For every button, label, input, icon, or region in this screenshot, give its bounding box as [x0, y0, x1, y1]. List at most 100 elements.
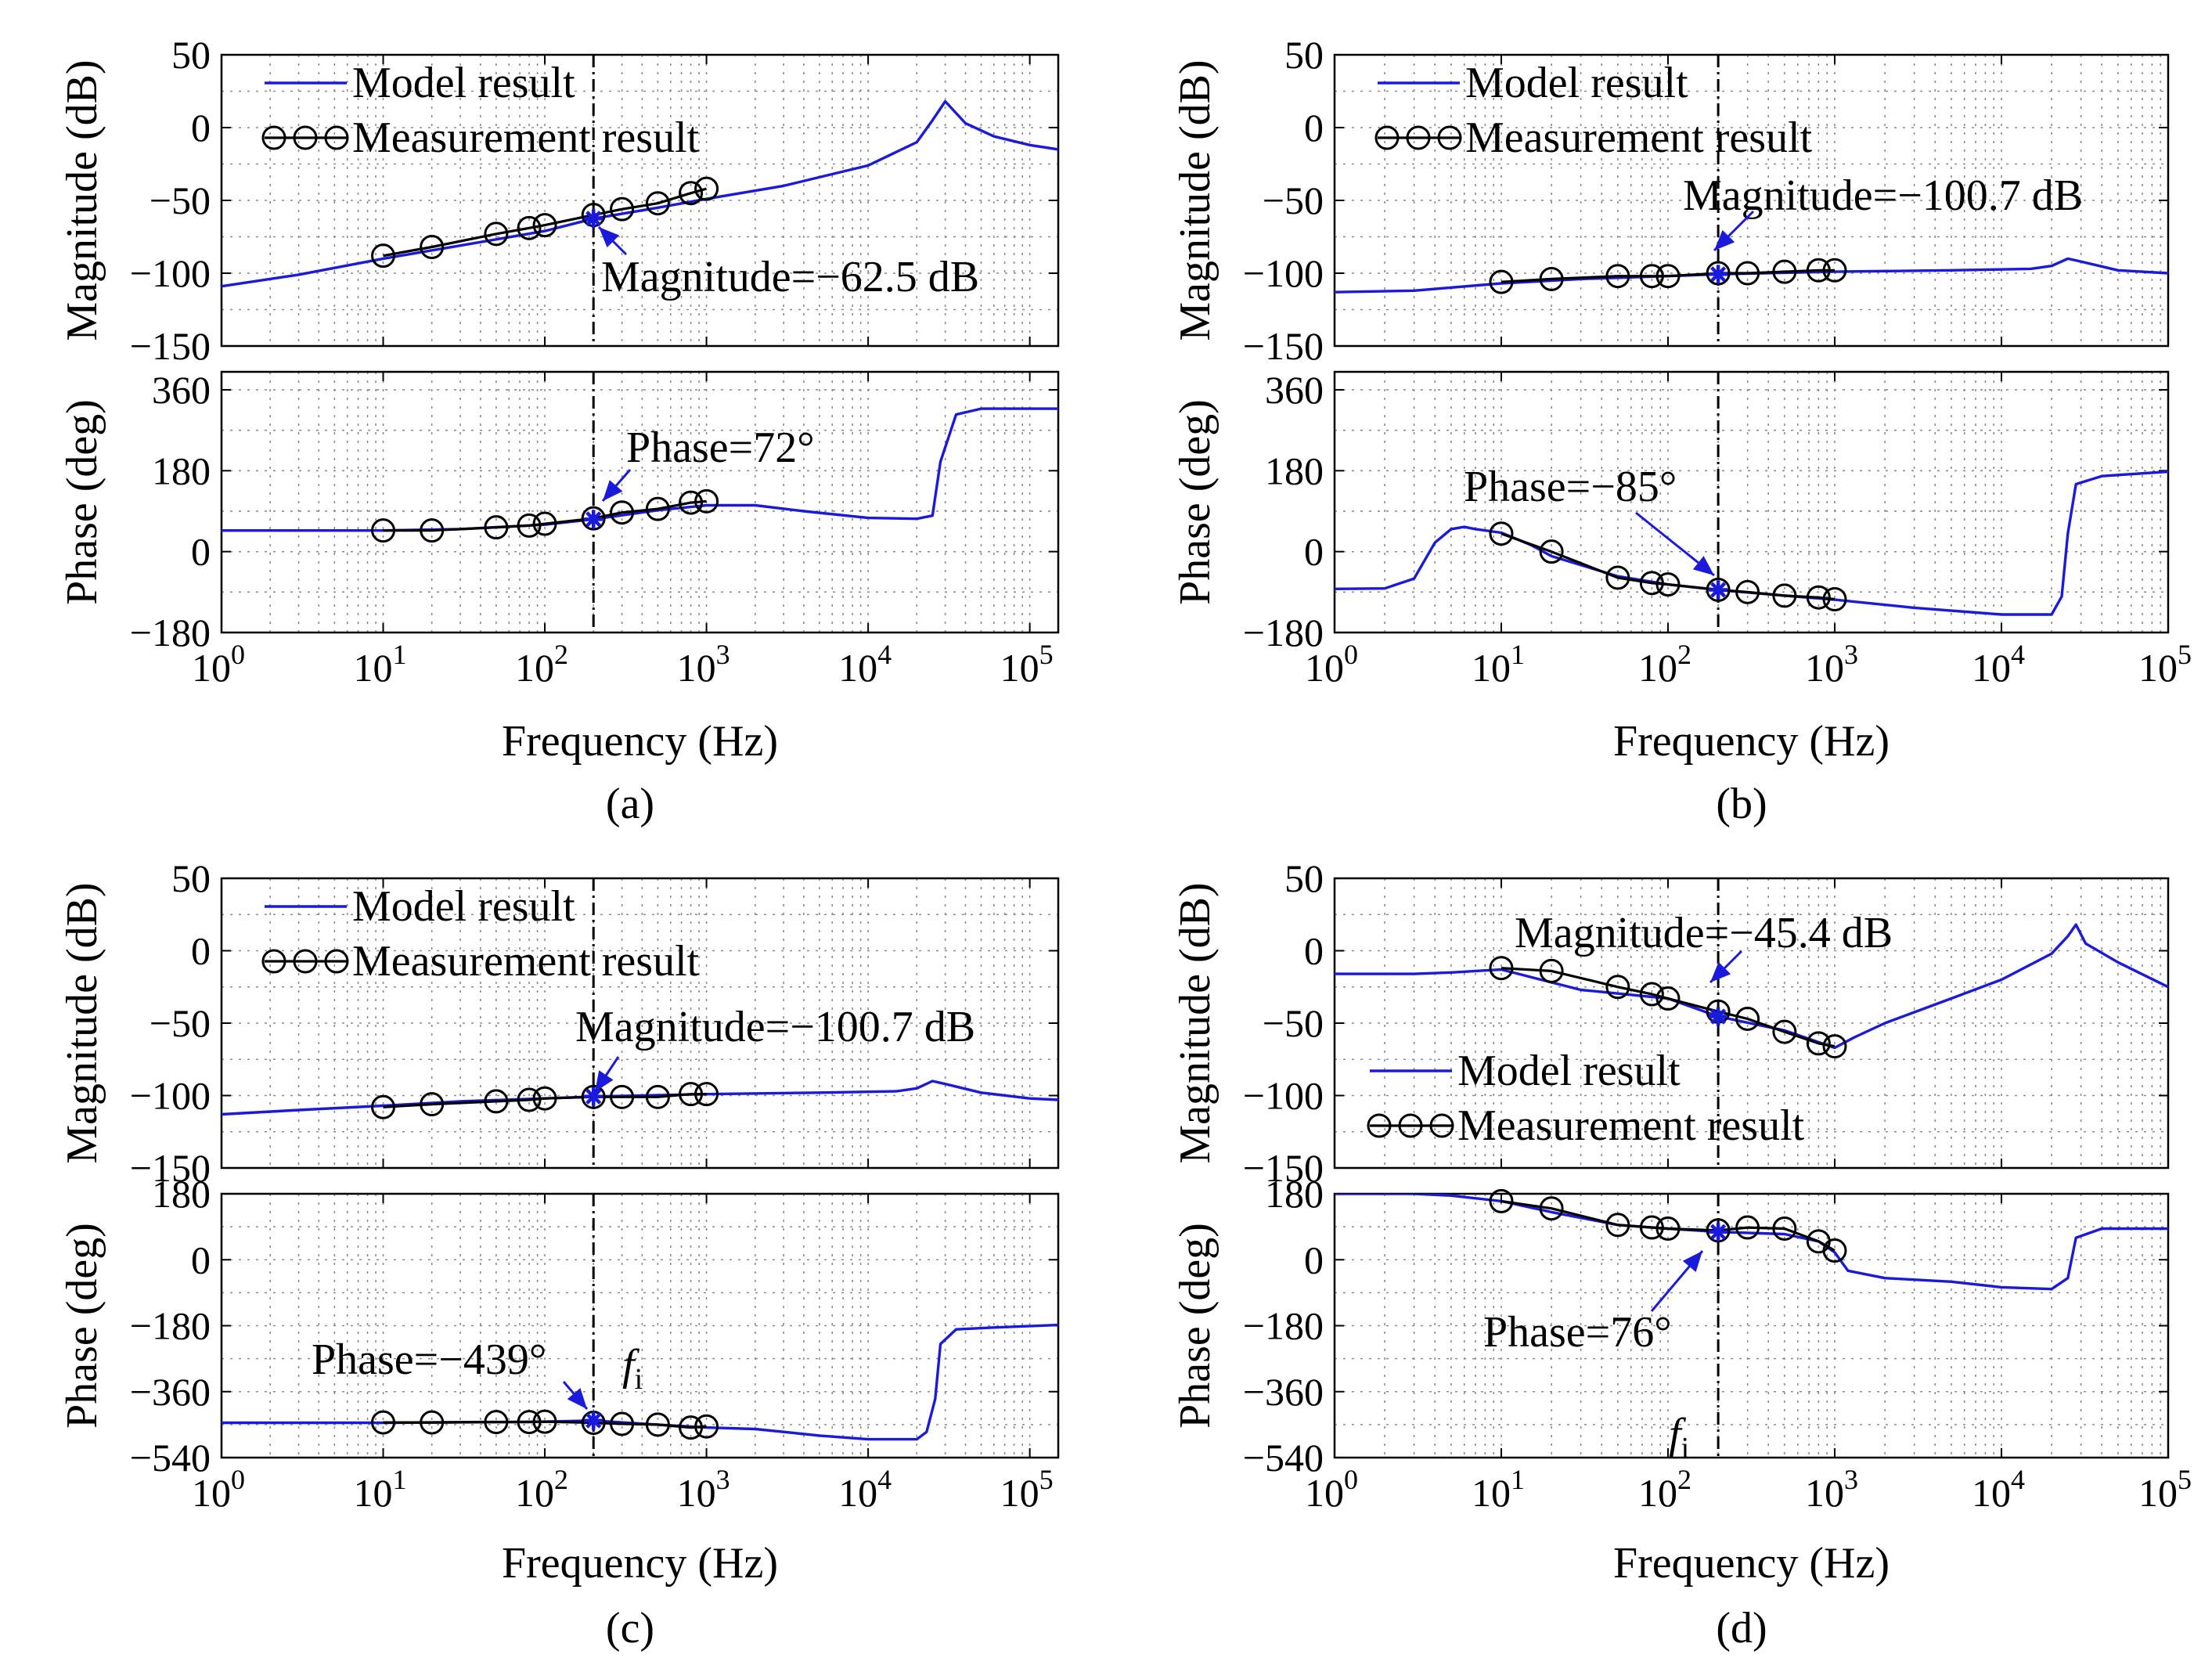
- subfigure-caption: (d): [1716, 1604, 1767, 1653]
- ytick-label: 0: [191, 530, 211, 574]
- ytick-label: 180: [1265, 1172, 1324, 1216]
- measurement-point: [1822, 1238, 1847, 1263]
- xtick-label: 103: [677, 1464, 730, 1515]
- measurement-point: [371, 1094, 396, 1119]
- xtick-base: 10: [1472, 1471, 1511, 1515]
- measurement-point: [1539, 1196, 1564, 1221]
- fi-label: fi: [1669, 1410, 1689, 1465]
- xtick-exponent: 3: [1844, 1464, 1858, 1495]
- legend-measurement-marker: [261, 125, 286, 150]
- ytick-label: 50: [171, 33, 211, 77]
- xtick-exponent: 4: [2011, 639, 2025, 670]
- measurement-result-line: [383, 499, 707, 532]
- legend: Model result Measurement result: [261, 882, 700, 986]
- annotation-arrow: [597, 225, 628, 256]
- phase-plot: 180 0 −180 −360 −540 Phase (deg): [58, 1172, 1060, 1480]
- legend-measurement-marker: [293, 125, 318, 150]
- measurement-point: [1605, 975, 1630, 1000]
- ytick-label: −50: [1263, 1001, 1324, 1045]
- magnitude-ylabel: Magnitude (dB): [58, 882, 106, 1163]
- ytick-label: −150: [1243, 1146, 1324, 1190]
- xtick-exponent: 4: [2011, 1464, 2025, 1495]
- measurement-point: [1655, 264, 1681, 289]
- measurement-point: [1655, 1216, 1681, 1241]
- legend-model-label: Model result: [352, 59, 575, 107]
- star-stroke: [1710, 1224, 1727, 1240]
- measurement-point: [484, 515, 509, 540]
- xtick-label: 103: [1805, 1464, 1858, 1515]
- xtick-exponent: 2: [554, 1464, 568, 1495]
- xtick-label: 100: [1305, 1464, 1358, 1515]
- xtick-label: 101: [1472, 1464, 1525, 1515]
- measurement-point: [1489, 956, 1514, 981]
- xtick-exponent: 4: [877, 639, 892, 670]
- magnitude-ylabel: Magnitude (dB): [1171, 59, 1219, 341]
- arrow-head: [595, 1070, 614, 1092]
- measurement-point: [484, 1089, 509, 1114]
- magnitude-annotation: Magnitude=−45.4 dB: [1515, 909, 1893, 957]
- measurement-result-line: [383, 1420, 707, 1429]
- legend-measurement-label: Measurement result: [1457, 1101, 1805, 1150]
- arrow-head: [1682, 1251, 1702, 1272]
- measurement-point: [1639, 982, 1664, 1007]
- xtick-base: 10: [1638, 646, 1677, 690]
- legend-measurement-marker: [1429, 1113, 1454, 1138]
- legend-measurement-marker: [1367, 1113, 1392, 1138]
- measurement-result-line: [1500, 967, 1836, 1048]
- xtick-base: 10: [2138, 1471, 2178, 1515]
- legend-model-label: Model result: [352, 882, 575, 931]
- phase-plot: 360 180 0 −180 Phase (deg): [1171, 368, 2170, 654]
- arrow-head: [603, 480, 623, 501]
- xtick-exponent: 1: [1511, 1464, 1525, 1495]
- xtick-base: 10: [838, 646, 877, 690]
- arrow-head: [599, 227, 620, 248]
- xtick-base: 10: [677, 646, 716, 690]
- measurement-point: [679, 490, 704, 515]
- ytick-label: 0: [1304, 530, 1324, 574]
- xtick-label: 101: [354, 1464, 407, 1515]
- measurement-point: [371, 1410, 396, 1435]
- measurement-point: [1735, 261, 1760, 286]
- star-stroke: [585, 211, 602, 227]
- measurement-result-line: [1500, 269, 1835, 283]
- measurement-point: [1735, 1215, 1760, 1240]
- measurement-point: [694, 1082, 719, 1107]
- grid: [222, 1194, 1058, 1458]
- annotation-arrow: [593, 1056, 620, 1093]
- measurement-point: [484, 222, 509, 247]
- phase-annotation: Phase=72°: [626, 424, 815, 472]
- phase-plot: 180 0 −180 −360 −540 Phase (deg): [1171, 1172, 2170, 1480]
- grid: [222, 372, 1058, 633]
- measurement-point: [1639, 1215, 1664, 1240]
- xtick-label: 103: [1805, 639, 1858, 690]
- subfigure-caption: (b): [1716, 780, 1767, 828]
- phase-annotation: Phase=76°: [1483, 1308, 1672, 1357]
- model-result-line: [222, 99, 1058, 288]
- phase-axes-frame: [1333, 370, 2170, 634]
- model-result-line: [1335, 257, 2168, 294]
- ytick-label: 0: [1304, 929, 1324, 973]
- highlight-star-marker: [584, 209, 603, 229]
- ytick-label: −180: [1243, 611, 1324, 654]
- ytick-label: −100: [130, 1074, 211, 1118]
- legend-measurement-marker: [293, 949, 318, 974]
- model-result-line: [1335, 923, 2168, 1050]
- x-axis-label: Frequency (Hz): [502, 1539, 778, 1588]
- measurement-point: [420, 1092, 445, 1117]
- measurement-point: [1822, 258, 1847, 283]
- ytick-label: −50: [150, 178, 211, 222]
- xtick-base: 10: [1305, 1471, 1344, 1515]
- ytick-label: −150: [130, 324, 211, 368]
- xtick-base: 10: [1000, 646, 1039, 690]
- measurement-point: [645, 1084, 670, 1109]
- highlight-star-marker: [584, 1087, 603, 1106]
- xtick-exponent: 3: [716, 639, 730, 670]
- ytick-label: −360: [130, 1370, 211, 1414]
- ytick-label: 360: [152, 368, 211, 412]
- measurement-point: [645, 496, 670, 521]
- measurement-point: [484, 1410, 509, 1435]
- ytick-label: 180: [1265, 449, 1324, 492]
- xtick-base: 10: [192, 1471, 231, 1515]
